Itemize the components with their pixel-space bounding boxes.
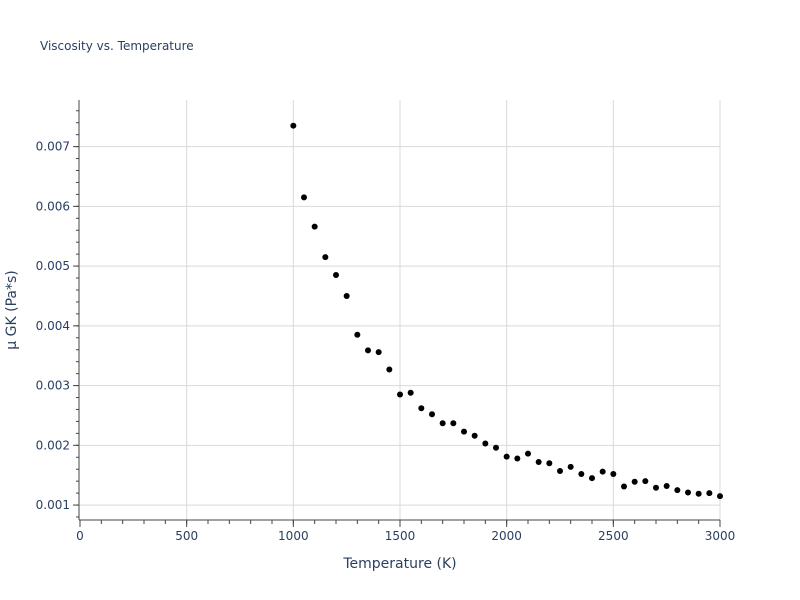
data-point <box>375 349 382 356</box>
axes-layer <box>73 100 721 527</box>
data-point <box>695 490 702 497</box>
data-point <box>557 468 563 475</box>
x-tick-label: 1000 <box>278 529 309 543</box>
data-point <box>589 475 595 482</box>
y-tick-label: 0.004 <box>36 319 70 333</box>
data-point <box>567 463 574 470</box>
data-point <box>343 292 350 299</box>
data-point <box>311 223 318 230</box>
data-point <box>397 391 403 398</box>
x-tick-label: 2500 <box>598 529 629 543</box>
data-point <box>461 428 467 435</box>
data-point <box>685 489 691 496</box>
x-tick-label: 0 <box>76 529 84 543</box>
chart-title: Viscosity vs. Temperature <box>40 39 194 53</box>
data-point <box>439 420 446 427</box>
points-layer <box>290 122 723 500</box>
data-point <box>322 254 329 261</box>
data-point <box>471 432 478 439</box>
data-point <box>621 483 627 490</box>
data-point <box>482 440 489 447</box>
ticks-layer: 0 500 1000 1500 2000 2500 3000 0.001 0.002 0.003 0… <box>36 140 736 543</box>
data-point <box>429 411 435 418</box>
data-point <box>663 482 670 489</box>
data-point <box>514 455 521 462</box>
data-point <box>717 493 723 500</box>
data-point <box>525 450 531 457</box>
y-tick-label: 0.005 <box>36 259 70 273</box>
data-point <box>493 444 499 451</box>
y-tick-label: 0.001 <box>36 498 70 512</box>
x-tick-label: 500 <box>175 529 198 543</box>
data-point <box>354 331 361 338</box>
data-point <box>674 487 681 494</box>
data-point <box>418 405 425 412</box>
y-tick-label: 0.003 <box>36 379 70 393</box>
data-point <box>301 194 307 201</box>
data-point <box>333 272 339 279</box>
data-point <box>450 420 457 427</box>
x-tick-label: 1500 <box>385 529 416 543</box>
data-point <box>546 460 553 467</box>
data-point <box>653 484 659 491</box>
data-point <box>599 468 606 475</box>
data-point <box>365 347 371 354</box>
data-point <box>578 470 585 477</box>
data-point <box>610 470 617 477</box>
y-axis-title: μ GK (Pa*s) <box>4 270 20 349</box>
y-tick-label: 0.006 <box>36 199 70 213</box>
grid-layer <box>80 100 721 520</box>
y-tick-label: 0.007 <box>36 140 70 154</box>
x-tick-label: 2000 <box>491 529 522 543</box>
y-tick-label: 0.002 <box>36 438 70 452</box>
data-point <box>503 453 510 460</box>
x-tick-label: 3000 <box>705 529 736 543</box>
x-axis-title: Temperature (K) <box>342 556 456 572</box>
data-point <box>386 366 393 373</box>
data-point <box>535 459 542 466</box>
data-point <box>631 478 638 485</box>
data-point <box>290 122 297 129</box>
data-point <box>706 490 713 497</box>
data-point <box>642 478 649 485</box>
data-point <box>407 389 414 396</box>
